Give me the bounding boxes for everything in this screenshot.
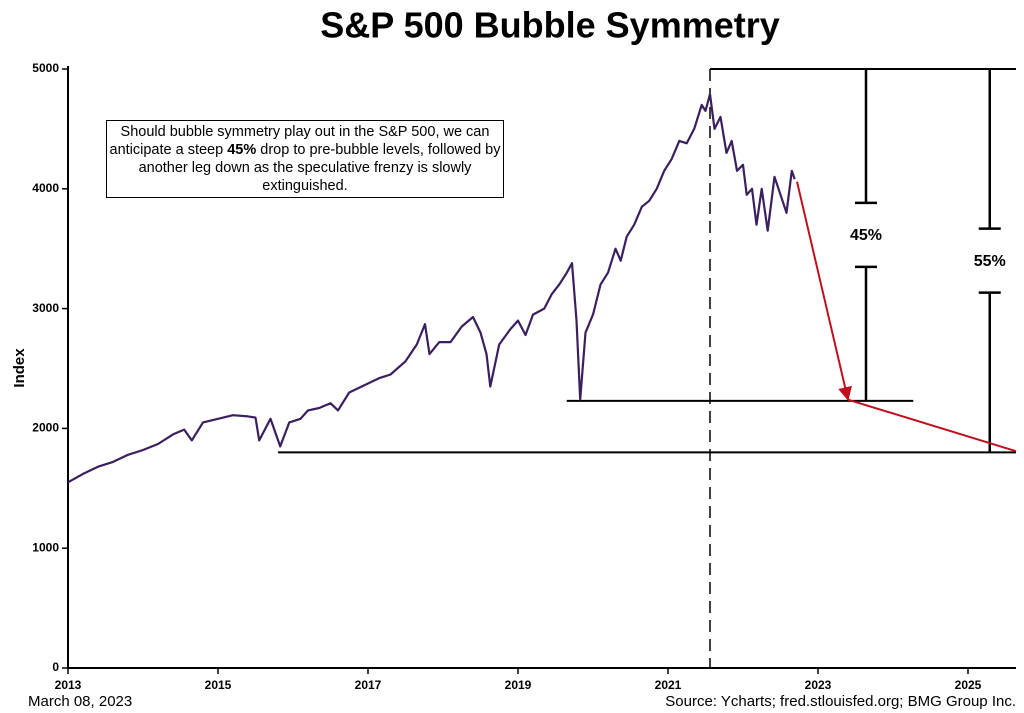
y-tick-label: 0 bbox=[52, 660, 59, 674]
arrow bbox=[796, 181, 852, 402]
bracket-gap bbox=[963, 228, 1016, 293]
annotation-text: drop to pre-bubble levels, followed by a… bbox=[138, 142, 501, 194]
x-tick-label: 2021 bbox=[655, 678, 682, 692]
x-tick-label: 2019 bbox=[505, 678, 532, 692]
x-tick-label: 2017 bbox=[355, 678, 382, 692]
annotation-box: Should bubble symmetry play out in the S… bbox=[106, 120, 504, 198]
bracket-gap bbox=[840, 202, 892, 267]
x-tick-label: 2023 bbox=[805, 678, 832, 692]
bracket-label: 55% bbox=[974, 253, 1006, 270]
y-axis-label: Index bbox=[11, 348, 28, 388]
y-tick-label: 2000 bbox=[32, 421, 59, 435]
x-tick-label: 2015 bbox=[205, 678, 232, 692]
bracket-label: 45% bbox=[850, 227, 882, 244]
y-tick-label: 3000 bbox=[32, 301, 59, 315]
x-tick-label: 2013 bbox=[55, 678, 82, 692]
source: Source: Ycharts; fred.stlouisfed.org; BM… bbox=[665, 693, 1016, 710]
annotation-text: Should bubble symmetry play out in the S… bbox=[109, 124, 490, 158]
chart-title: S&P 500 Bubble Symmetry bbox=[320, 5, 780, 46]
y-tick-label: 4000 bbox=[32, 181, 59, 195]
y-tick-label: 5000 bbox=[32, 61, 59, 75]
index-line bbox=[67, 93, 796, 484]
annotation-bold: 45% bbox=[227, 142, 257, 158]
x-tick-label: 2025 bbox=[955, 678, 982, 692]
y-tick-label: 1000 bbox=[32, 540, 59, 554]
arrow bbox=[847, 398, 1017, 453]
date-note: March 08, 2023 bbox=[28, 693, 132, 710]
